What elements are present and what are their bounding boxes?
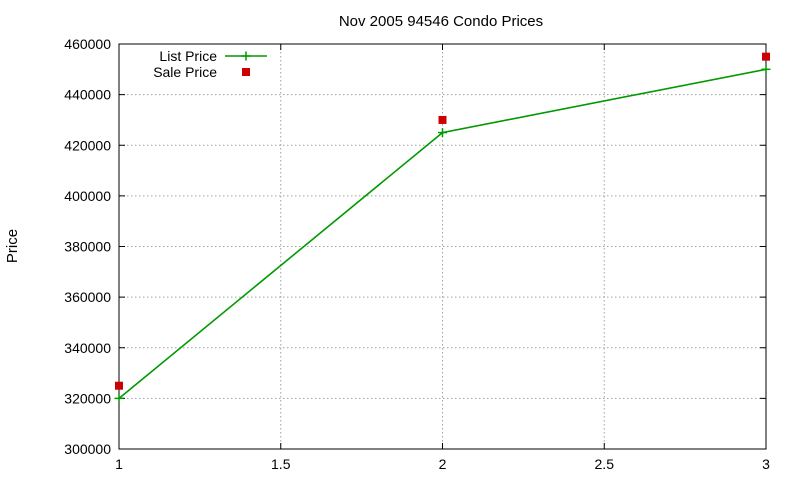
y-tick-label: 360000	[64, 289, 111, 305]
list-price-point	[761, 64, 771, 74]
y-tick-label: 420000	[64, 137, 111, 153]
axes: 300000 320000 340000 360000 380000 400000 4200…	[64, 36, 770, 472]
y-tick-label: 400000	[64, 188, 111, 204]
y-tick-label: 300000	[64, 441, 111, 457]
sale-price-point	[115, 381, 123, 390]
grid	[119, 44, 766, 449]
y-tick-label: 440000	[64, 87, 111, 103]
plot-frame	[118, 43, 767, 450]
x-tick-label: 2	[439, 456, 447, 472]
y-axis-label: Price	[4, 229, 21, 263]
y-tick-label: 460000	[64, 36, 111, 52]
legend-label-list-price: List Price	[159, 48, 217, 64]
x-tick-label: 1.5	[271, 456, 291, 472]
y-tick-label: 340000	[64, 340, 111, 356]
x-tick-label: 2.5	[595, 456, 615, 472]
y-tick-label: 320000	[64, 390, 111, 406]
legend-label-sale-price: Sale Price	[153, 64, 217, 80]
list-price-point	[438, 128, 447, 138]
x-tick-label: 1	[115, 456, 123, 472]
legend-marker-list-price	[241, 51, 251, 61]
plot-area	[114, 52, 771, 403]
sale-price-point	[438, 115, 447, 124]
x-tick-label: 3	[762, 456, 770, 472]
chart-title: Nov 2005 94546 Condo Prices	[339, 13, 543, 30]
legend-marker-sale-price	[242, 68, 250, 76]
y-tick-label: 380000	[64, 239, 111, 255]
sale-price-point	[762, 52, 770, 61]
list-price-point	[114, 393, 124, 403]
